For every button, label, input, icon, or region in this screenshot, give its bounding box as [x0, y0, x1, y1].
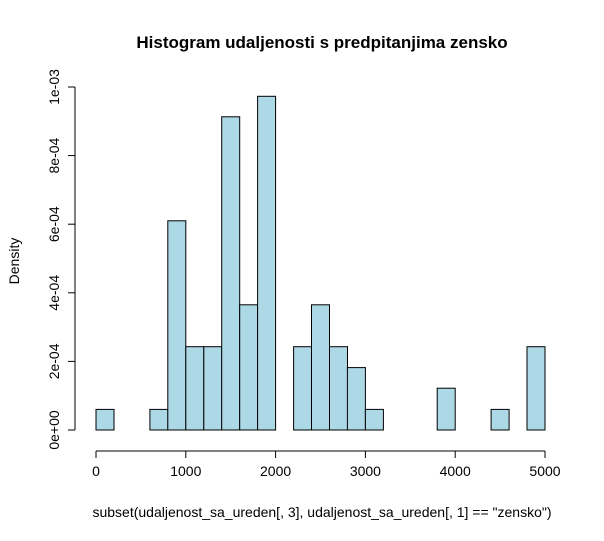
- y-tick-label: 8e-04: [46, 137, 62, 173]
- histogram-bar: [490, 408, 510, 431]
- histogram-bar: [167, 220, 187, 431]
- y-tick-label: 2e-04: [46, 343, 62, 379]
- y-axis-label: Density: [6, 238, 22, 285]
- x-tick-label: 3000: [350, 463, 381, 479]
- x-tick-label: 1000: [170, 463, 201, 479]
- histogram-bar: [221, 116, 241, 431]
- histogram-bar: [364, 408, 384, 431]
- histogram-bar: [346, 367, 366, 431]
- histogram-bars: [95, 95, 546, 431]
- histogram-bar: [185, 346, 205, 431]
- y-tick-label: 6e-04: [46, 206, 62, 242]
- x-axis-label: subset(udaljenost_sa_ureden[, 3], udalje…: [92, 504, 551, 520]
- histogram-bar: [203, 346, 223, 431]
- x-tick-label: 5000: [529, 463, 560, 479]
- chart-title: Histogram udaljenosti s predpitanjima ze…: [136, 33, 507, 52]
- x-tick-label: 2000: [260, 463, 291, 479]
- histogram-bar: [239, 304, 259, 431]
- x-axis: 0 1000 2000 3000 4000 5000: [92, 450, 561, 479]
- histogram-bar: [257, 95, 277, 431]
- histogram-bar: [526, 346, 546, 431]
- y-axis: 0e+00 2e-04 4e-04 6e-04 8e-04 1e-03: [46, 69, 76, 450]
- y-tick-label: 1e-03: [46, 69, 62, 105]
- histogram-bar: [95, 408, 115, 431]
- y-tick-label: 4e-04: [46, 275, 62, 311]
- histogram-bar: [149, 408, 169, 431]
- x-tick-label: 4000: [440, 463, 471, 479]
- histogram-bar: [293, 346, 313, 431]
- x-tick-label: 0: [92, 463, 100, 479]
- histogram-bar: [311, 304, 330, 431]
- y-tick-label: 0e+00: [46, 410, 62, 450]
- histogram-bar: [436, 387, 456, 431]
- histogram-bar: [329, 346, 348, 431]
